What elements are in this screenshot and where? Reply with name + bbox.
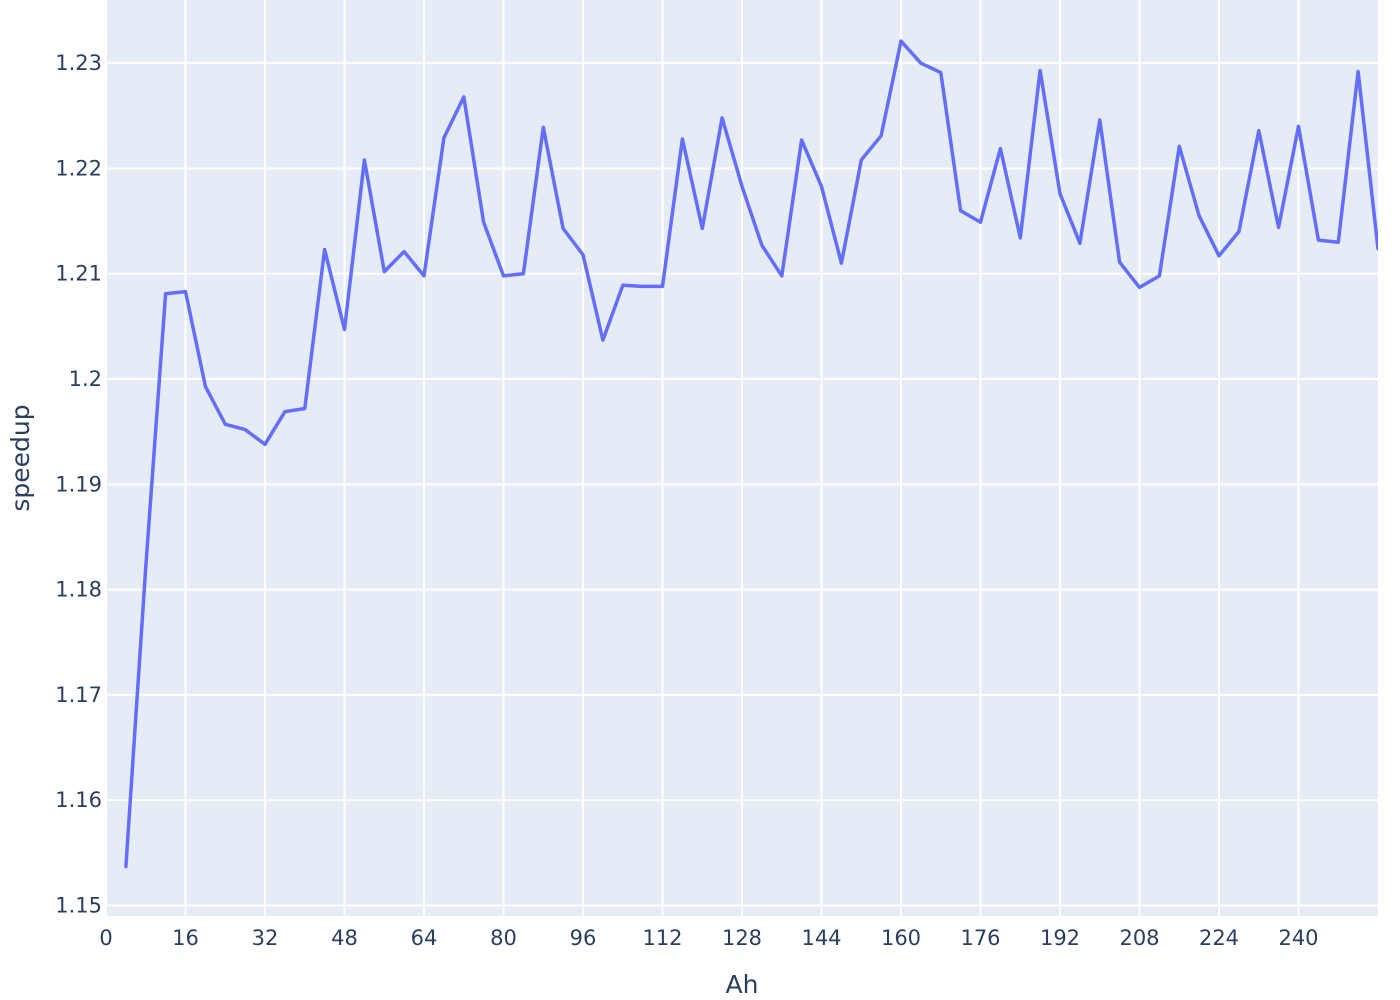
x-axis-ticks: 0 16 32 48 64 80 96 112 128 144 160 176 192 208 224 240 [99,926,1318,950]
x-tick-label: 112 [642,926,682,950]
y-axis-title: speedup [6,404,35,511]
x-tick-label: 0 [99,926,112,950]
x-tick-label: 192 [1040,926,1080,950]
y-axis-ticks: 1.15 1.16 1.17 1.18 1.19 1.2 1.21 1.22 1.23 [55,51,102,917]
series-line [124,39,1378,869]
x-tick-label: 16 [172,926,199,950]
x-tick-label: 32 [252,926,279,950]
x-tick-label: 64 [411,926,438,950]
y-tick-label: 1.18 [55,578,102,602]
y-tick-label: 1.23 [55,51,102,75]
grid-lines [105,0,1378,916]
x-tick-label: 224 [1199,926,1239,950]
x-axis-title: Ah [726,970,759,999]
series-layer [124,39,1378,869]
x-tick-label: 96 [570,926,597,950]
y-tick-label: 1.16 [55,788,102,812]
y-tick-label: 1.17 [55,683,102,707]
x-tick-label: 144 [801,926,841,950]
x-tick-label: 208 [1119,926,1159,950]
y-tick-label: 1.22 [55,156,102,180]
x-tick-label: 240 [1278,926,1318,950]
y-tick-label: 1.15 [55,893,102,917]
x-tick-label: 128 [722,926,762,950]
x-tick-label: 80 [490,926,517,950]
y-tick-label: 1.2 [69,367,102,391]
x-tick-label: 176 [960,926,1000,950]
x-tick-label: 160 [881,926,921,950]
y-tick-label: 1.19 [55,472,102,496]
y-tick-label: 1.21 [55,262,102,286]
x-tick-label: 48 [331,926,358,950]
